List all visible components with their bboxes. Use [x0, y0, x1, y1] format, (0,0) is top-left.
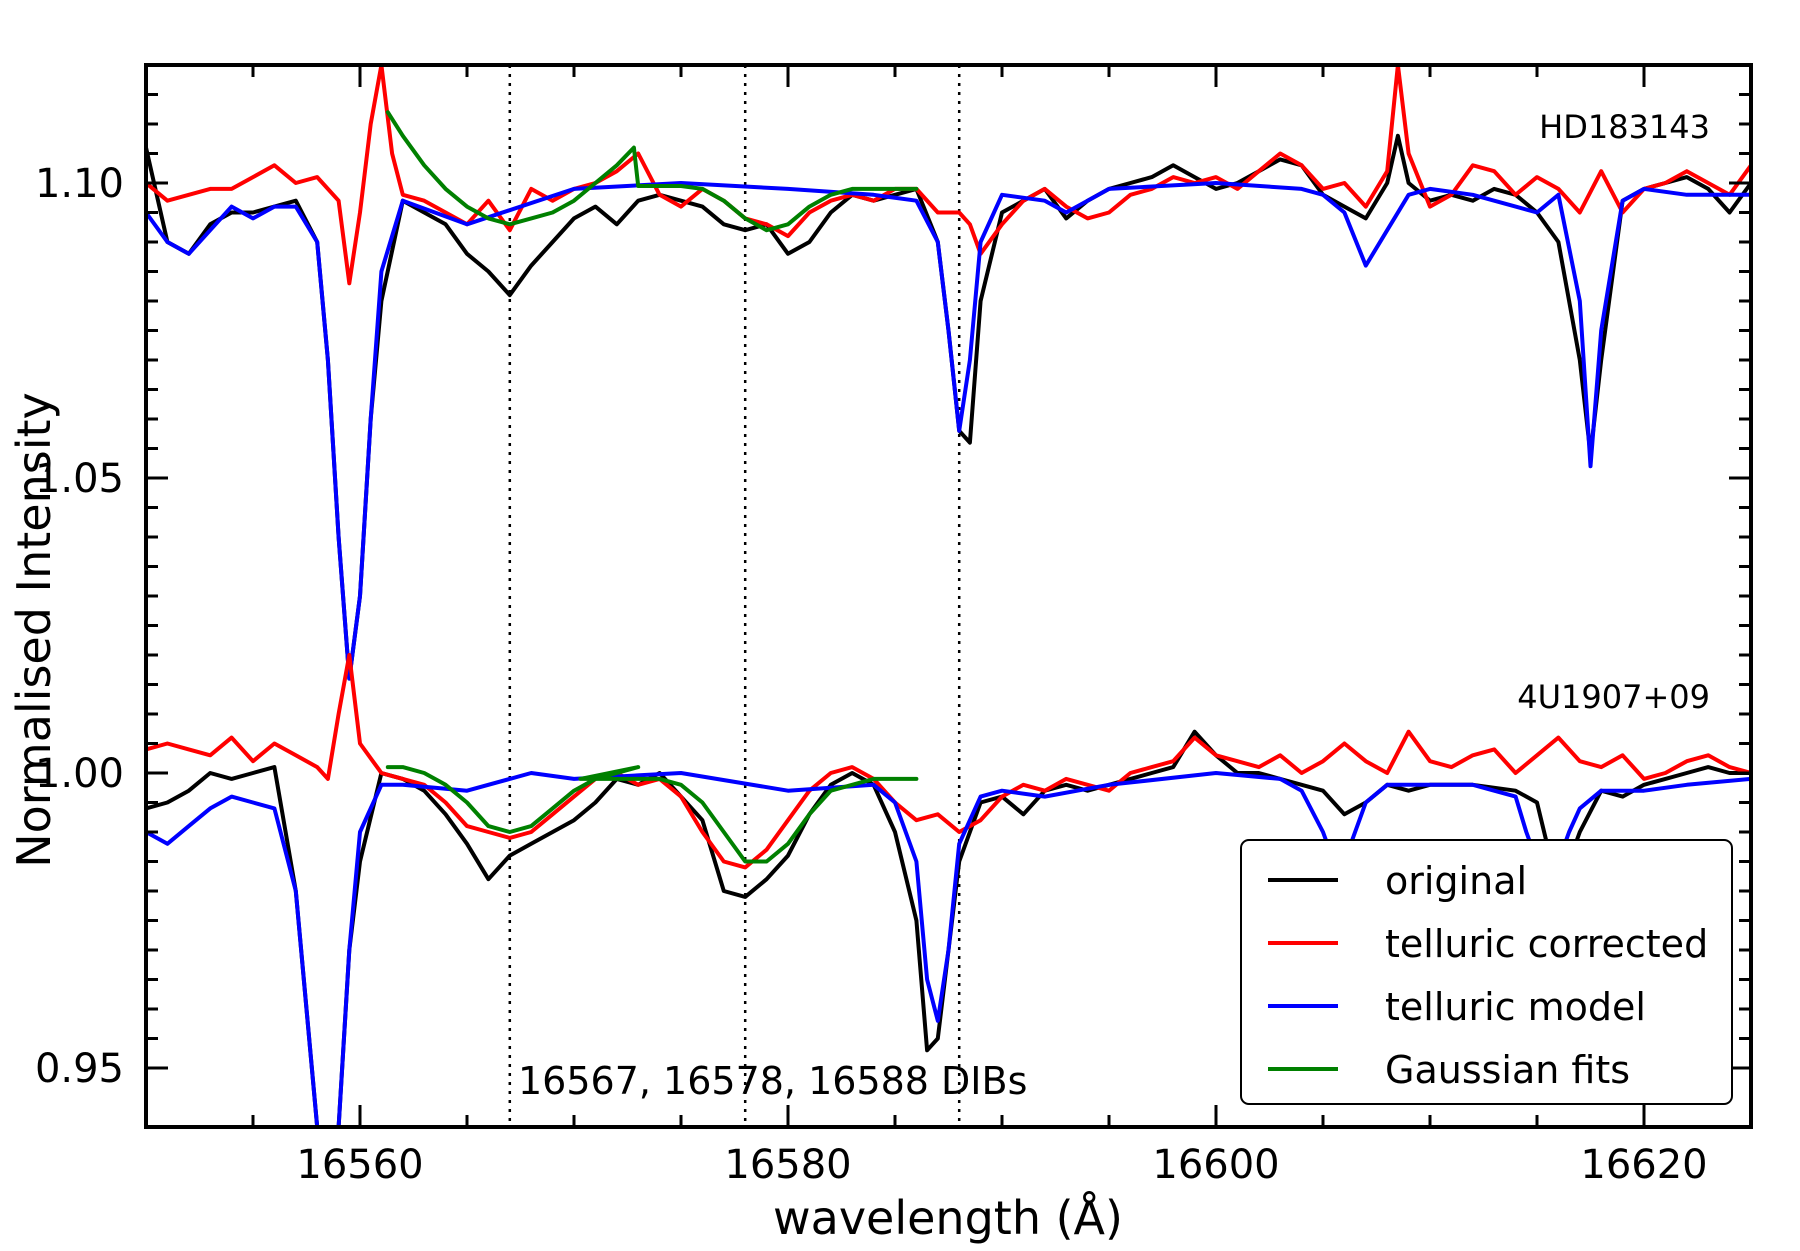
y-tick-label: 1.00 — [35, 751, 124, 797]
panel-label-hd183143: HD183143 — [1539, 108, 1710, 146]
series-4u1907-09-gaussian-fits — [385, 765, 919, 864]
panel-label-4u1907: 4U1907+09 — [1517, 678, 1710, 716]
axis-tick-labels: 16560 16580 16600 16620 0.95 1.00 1.05 1.10 — [35, 161, 1708, 1188]
x-tick-label: 16580 — [724, 1142, 851, 1188]
y-tick-label: 0.95 — [35, 1046, 124, 1092]
x-tick-label: 16560 — [296, 1142, 423, 1188]
dib-annotation: 16567, 16578, 16588 DIBs — [518, 1059, 1027, 1103]
legend: original telluric corrected telluric model… — [1240, 839, 1733, 1105]
y-tick-label: 1.10 — [35, 161, 124, 207]
series-hd183143-original — [146, 133, 1751, 681]
x-tick-label: 16620 — [1580, 1142, 1707, 1188]
series-4u1907-09-telluric-corrected — [146, 653, 1751, 870]
x-tick-label: 16600 — [1152, 1142, 1279, 1188]
legend-label-telluric-corrected: telluric corrected — [1385, 922, 1708, 966]
axis-ticks — [146, 65, 1751, 1127]
y-tick-label: 1.05 — [35, 456, 124, 502]
x-axis-title: wavelength (Å) — [773, 1191, 1123, 1245]
legend-label-original: original — [1385, 859, 1527, 903]
series-hd183143-telluric-corrected — [146, 65, 1751, 286]
series-hd183143-gaussian-fits — [385, 110, 919, 233]
legend-box — [1240, 839, 1733, 1105]
legend-label-telluric-model: telluric model — [1385, 985, 1646, 1029]
dib-marker-lines — [508, 65, 961, 1127]
y-axis-title: Normalised Intensity — [7, 392, 61, 868]
series-hd183143-telluric-model — [146, 181, 1751, 681]
legend-label-gaussian-fits: Gaussian fits — [1385, 1048, 1630, 1092]
